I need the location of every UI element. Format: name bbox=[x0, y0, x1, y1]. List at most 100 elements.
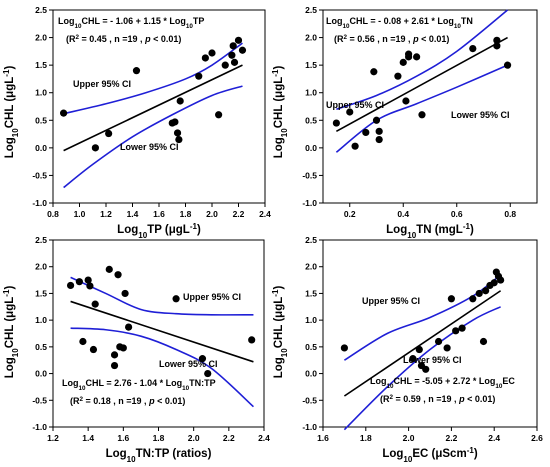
y-tick-label: 1.5 bbox=[35, 288, 47, 298]
x-tick-label: 0.2 bbox=[344, 209, 356, 219]
y-axis-label: Log10CHL (μgL-1) bbox=[2, 286, 20, 379]
data-point bbox=[372, 116, 381, 124]
lower-ci-label: Lower 95% CI bbox=[120, 142, 179, 152]
regression-equation: Log10CHL = - 1.06 + 1.15 * Log10TP bbox=[58, 16, 204, 30]
data-point bbox=[482, 287, 490, 295]
regression-stats: (R2 = 0.59 , n =19 , p < 0.01) bbox=[380, 394, 495, 405]
data-point bbox=[125, 323, 133, 331]
regression-equation: Log10CHL = 2.76 - 1.04 * Log10TN:TP bbox=[62, 378, 216, 392]
data-point bbox=[132, 67, 141, 75]
data-point bbox=[195, 72, 203, 80]
regression-line bbox=[335, 36, 508, 133]
data-point bbox=[475, 289, 483, 298]
data-point bbox=[413, 53, 421, 61]
panel-1: 0.8 1.0 1.2 1.4 1.6 1.8 2.0 2.2 2.4 -1.0 -0.5 0.0 0.… bbox=[2, 5, 272, 240]
y-axis-label: Log10CHL (μgL-1) bbox=[271, 286, 289, 379]
data-point bbox=[452, 327, 460, 335]
data-point bbox=[79, 337, 87, 346]
x-tick-label: 0.6 bbox=[451, 209, 463, 219]
data-point bbox=[175, 135, 183, 144]
y-tick-label: 2.0 bbox=[35, 33, 47, 43]
x-tick-label: 1.8 bbox=[360, 433, 372, 443]
data-point bbox=[340, 344, 348, 352]
y-tick-label: 2.5 bbox=[305, 235, 317, 245]
data-point bbox=[198, 355, 207, 363]
x-tick-label: 2.0 bbox=[206, 209, 218, 219]
data-point bbox=[84, 276, 92, 284]
upper-ci-line bbox=[336, 9, 509, 111]
data-point bbox=[351, 142, 359, 150]
x-tick-label: 1.8 bbox=[153, 433, 165, 443]
y-tick-label: -1.0 bbox=[302, 422, 317, 432]
y-tick-label: 0.0 bbox=[35, 143, 47, 153]
x-tick-label: 1.6 bbox=[153, 209, 165, 219]
x-axis-label: Log10EC (μScm-1) bbox=[382, 446, 478, 464]
y-tick-label: -0.5 bbox=[302, 170, 317, 180]
data-point bbox=[171, 118, 179, 126]
data-point bbox=[375, 127, 383, 135]
data-point bbox=[230, 58, 239, 66]
data-point bbox=[119, 344, 127, 352]
y-tick-label: -1.0 bbox=[32, 198, 47, 208]
y-tick-label: 1.0 bbox=[35, 88, 47, 98]
y-tick-label: 1.0 bbox=[35, 315, 47, 325]
x-axis-label: Log10TN:TP (ratios) bbox=[106, 448, 212, 464]
regression-line bbox=[63, 64, 243, 152]
data-point bbox=[221, 61, 229, 69]
y-tick-label: 1.0 bbox=[305, 315, 317, 325]
x-tick-label: 2.0 bbox=[403, 433, 415, 443]
x-axis-label: Log10TN (mgL-1) bbox=[386, 222, 474, 240]
y-tick-label: 2.5 bbox=[35, 5, 47, 15]
y-tick-label: 1.0 bbox=[305, 88, 317, 98]
y-tick-label: -1.0 bbox=[302, 198, 317, 208]
y-tick-label: 0.5 bbox=[305, 115, 317, 125]
data-point bbox=[248, 336, 256, 344]
data-point bbox=[215, 111, 223, 119]
data-point bbox=[362, 128, 370, 137]
upper-ci-line bbox=[70, 276, 254, 316]
lower-ci-label: Lower 95% CI bbox=[403, 355, 462, 365]
lower-ci-label: Lower 95% CI bbox=[451, 110, 510, 120]
x-tick-label: 1.2 bbox=[100, 209, 112, 219]
data-point bbox=[60, 109, 68, 117]
data-point bbox=[66, 281, 75, 290]
data-point bbox=[172, 295, 180, 303]
data-point bbox=[405, 50, 413, 58]
data-point bbox=[114, 271, 122, 279]
y-tick-label: -0.5 bbox=[302, 395, 317, 405]
data-point bbox=[228, 51, 236, 59]
y-tick-label: 1.5 bbox=[35, 60, 47, 70]
data-point bbox=[469, 45, 477, 53]
data-point bbox=[346, 108, 354, 116]
x-tick-label: 2.4 bbox=[259, 209, 271, 219]
data-point bbox=[493, 36, 501, 44]
y-tick-label: 0.5 bbox=[305, 342, 317, 352]
data-point bbox=[443, 344, 451, 352]
data-point bbox=[173, 129, 182, 137]
data-point bbox=[399, 58, 407, 66]
data-point bbox=[208, 49, 216, 57]
lower-ci-line bbox=[343, 306, 501, 431]
y-axis-label: Log10CHL (μgL-1) bbox=[2, 66, 20, 159]
regression-stats: (R2 = 0.45 , n =19 , p < 0.01) bbox=[66, 34, 181, 45]
lower-ci-line bbox=[70, 327, 254, 408]
data-point bbox=[332, 119, 340, 127]
y-tick-label: 2.0 bbox=[305, 262, 317, 272]
data-point bbox=[394, 72, 402, 80]
regression-line bbox=[343, 290, 502, 397]
y-tick-label: 2.5 bbox=[35, 235, 47, 245]
data-point bbox=[497, 276, 505, 284]
data-point bbox=[91, 144, 99, 152]
x-tick-label: 2.2 bbox=[233, 209, 245, 219]
x-tick-label: 2.2 bbox=[223, 433, 235, 443]
upper-ci-label: Upper 95% CI bbox=[362, 296, 420, 306]
y-tick-label: 1.5 bbox=[305, 60, 317, 70]
data-point bbox=[493, 42, 501, 50]
data-point bbox=[503, 61, 512, 69]
x-tick-label: 1.4 bbox=[127, 209, 139, 219]
y-tick-label: -0.5 bbox=[32, 170, 47, 180]
y-axis-label: Log10CHL (μgL-1) bbox=[271, 66, 289, 159]
x-tick-label: 0.8 bbox=[47, 209, 59, 219]
data-point bbox=[105, 129, 113, 138]
